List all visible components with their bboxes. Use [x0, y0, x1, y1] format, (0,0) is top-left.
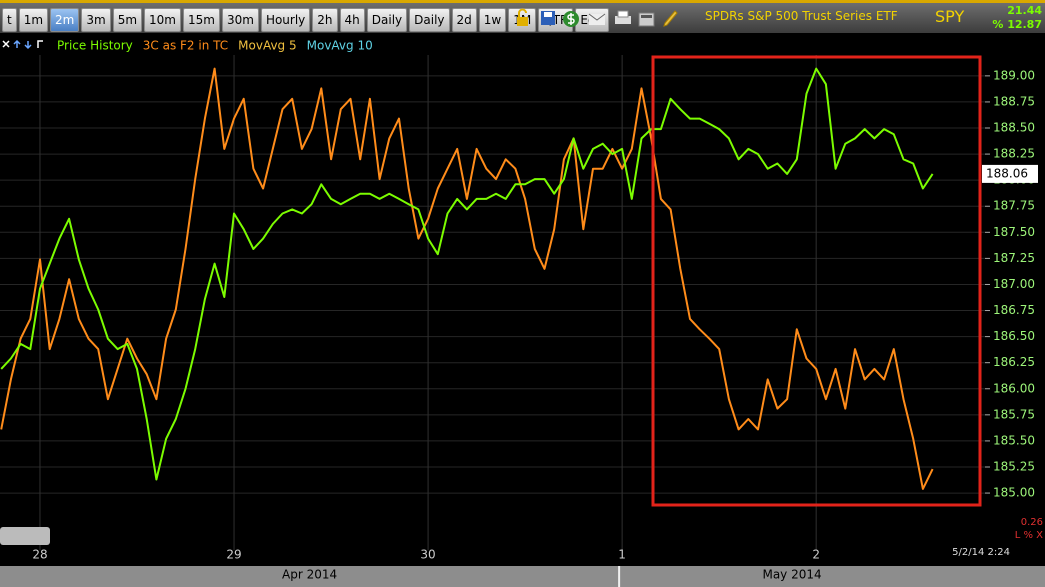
last-price-label: 188.06 [986, 166, 1028, 180]
print-icon[interactable] [615, 10, 631, 24]
legend-entry: Price History [57, 39, 133, 53]
interval-button[interactable]: 30m [221, 8, 259, 32]
y-tick-label: 189.00 [993, 68, 1035, 82]
y-tick-label: 185.75 [993, 407, 1035, 421]
interval-button[interactable]: 1w [478, 8, 507, 32]
timestamp: 5/2/14 2:24 [952, 547, 1010, 558]
interval-button[interactable]: 1m [18, 8, 49, 32]
calc-icon[interactable] [638, 12, 655, 27]
y-tick-label: 185.00 [993, 486, 1035, 500]
legend-entry: MovAvg 5 [238, 39, 296, 53]
legend-entry: 3C as F2 in TC [143, 39, 228, 53]
x-tick-label: 1 [618, 548, 626, 562]
legend-icons [2, 39, 43, 50]
x-tick-label: 30 [420, 548, 435, 562]
last-price-box [982, 164, 1038, 183]
interval-button[interactable]: 2d [451, 8, 477, 32]
plot [0, 67, 934, 490]
y-tick-label: 186.25 [993, 355, 1035, 369]
y-tick-label: 186.00 [993, 381, 1035, 395]
interval-button[interactable]: Daily [409, 8, 450, 32]
button-row: t 1m 2m 3m 5m 10m 15m 30m Hourly 2h 4h Daily Daily 2d… [2, 8, 609, 32]
period-label: May 2014 [762, 568, 821, 582]
mail-icon[interactable] [588, 13, 606, 25]
x-tick-label: 28 [32, 548, 47, 562]
y-tick-label: 187.25 [993, 251, 1035, 265]
y-tick-label: 185.50 [993, 433, 1035, 447]
y-tick-label: 188.25 [993, 147, 1035, 161]
percent-change: % 12.87 [992, 18, 1042, 31]
interval-button[interactable]: 2m [50, 8, 80, 32]
x-tick-label: 2 [812, 548, 820, 562]
period-label: Apr 2014 [282, 568, 337, 582]
security-title: SPDRs S&P 500 Trust Series ETF [705, 9, 898, 23]
toolbar: t 1m 2m 3m 5m 10m 15m 30m Hourly 2h 4h Daily Daily 2d… [0, 0, 1045, 33]
dollar-icon[interactable] [563, 11, 579, 27]
grid [0, 55, 985, 550]
series-line [0, 67, 934, 490]
y-tick-label: 187.00 [993, 277, 1035, 291]
scroll-thumb[interactable] [0, 527, 50, 545]
y-tick-label: 186.75 [993, 303, 1035, 317]
lower-label: L % X [1015, 530, 1043, 541]
lower-value: 0.26 [1021, 517, 1043, 528]
interval-button[interactable]: t [2, 8, 17, 32]
interval-button[interactable]: Daily [366, 8, 408, 32]
change: 21.44 [1007, 4, 1042, 17]
y-tick-label: 187.50 [993, 225, 1035, 239]
period-bar [0, 566, 1045, 587]
y-tick-label: 185.25 [993, 459, 1035, 473]
interval-button[interactable]: 2h [312, 8, 338, 32]
interval-button[interactable]: 3m [81, 8, 111, 32]
interval-button[interactable]: 4h [339, 8, 365, 32]
axes: 185.00 185.25 185.50 185.75 186.00 186.25 186.… [32, 39, 1043, 587]
x-tick-label: 29 [226, 548, 241, 562]
interval-button[interactable]: 10m [144, 8, 181, 32]
y-tick-label: 187.75 [993, 199, 1035, 213]
legend-entry: MovAvg 10 [307, 39, 373, 53]
y-tick-label: 188.50 [993, 121, 1035, 135]
interval-button[interactable]: 5m [112, 8, 143, 32]
y-tick-label: 186.50 [993, 329, 1035, 343]
series-line [0, 67, 934, 481]
y-tick-label: 188.75 [993, 94, 1035, 108]
interval-button[interactable]: Hourly [260, 8, 311, 32]
symbol: SPY [935, 7, 965, 26]
highlight-box [651, 55, 982, 507]
lock-icon[interactable] [517, 8, 528, 27]
chart: 185.00 185.25 185.50 185.75 186.00 186.25 186.… [0, 39, 1045, 587]
interval-button[interactable]: 15m [183, 8, 220, 32]
save-icon[interactable] [541, 11, 555, 25]
pencil-icon[interactable] [663, 10, 678, 27]
toolbar-icons [517, 8, 678, 27]
